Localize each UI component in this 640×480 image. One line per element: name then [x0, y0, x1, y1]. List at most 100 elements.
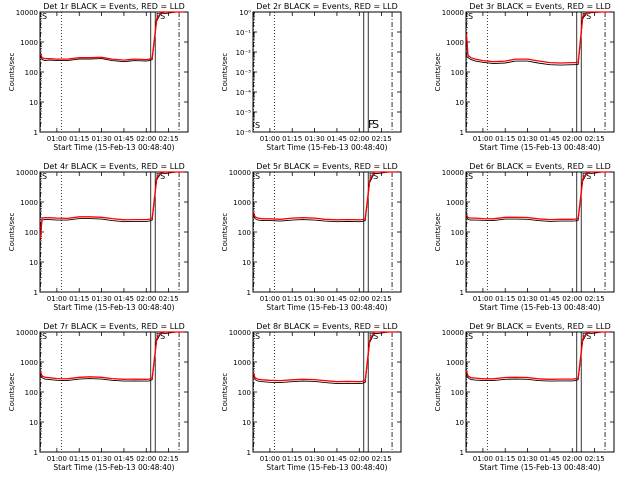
y-tick-label: 100 — [25, 229, 38, 237]
x-tick-label: 01:15 — [69, 295, 89, 303]
y-axis-label: Counts/sec — [221, 213, 229, 252]
y-tick-label: 1000 — [20, 39, 38, 47]
x-tick-label: 02:00 — [562, 135, 582, 143]
corner-marker-left: S — [468, 172, 473, 181]
x-tick-label: 01:00 — [47, 295, 67, 303]
x-tick-label: 01:45 — [540, 295, 560, 303]
plot-frame — [252, 171, 402, 293]
y-tick-label: 10 — [455, 99, 464, 107]
y-tick-label: 1 — [460, 129, 464, 137]
corner-marker-left: S — [255, 332, 260, 341]
x-tick-label: 01:45 — [327, 135, 347, 143]
flare-marker-S: S — [160, 332, 165, 341]
flare-marker-F: F — [368, 118, 374, 131]
y-tick-label: 1000 — [20, 359, 38, 367]
x-tick-label: 02:15 — [585, 455, 605, 463]
y-axis-label: Counts/sec — [8, 213, 16, 252]
events-series-line — [40, 171, 184, 239]
panel-title: Det 7r BLACK = Events, RED = LLD — [43, 322, 185, 331]
y-tick-label: 10 — [455, 259, 464, 267]
y-tick-label: 100 — [451, 389, 464, 397]
x-axis-label: Start Time (15-Feb-13 00:48:40) — [266, 143, 387, 152]
flare-marker-S: S — [586, 12, 591, 21]
corner-marker-left: S — [42, 172, 47, 181]
y-tick-label: 1000 — [20, 199, 38, 207]
y-tick-label: 10000 — [16, 329, 38, 337]
corner-marker-left: S — [468, 12, 473, 21]
x-tick-label: 01:30 — [304, 455, 324, 463]
x-tick-label: 01:30 — [91, 295, 111, 303]
x-tick-label: 01:00 — [473, 135, 493, 143]
plot-frame — [465, 331, 615, 453]
y-tick-label: 100 — [25, 389, 38, 397]
plot-frame — [39, 11, 189, 133]
lld-series-line — [465, 11, 610, 64]
corner-marker-left: S — [255, 121, 260, 130]
panel-title: Det 6r BLACK = Events, RED = LLD — [469, 162, 611, 171]
y-tick-label: 1000 — [233, 199, 251, 207]
detector-panel: Det 6r BLACK = Events, RED = LLD 1 10 100 10… — [434, 162, 615, 312]
corner-marker-left: S — [255, 172, 260, 181]
y-tick-label: 1 — [247, 289, 251, 297]
x-tick-label: 01:00 — [473, 295, 493, 303]
x-tick-label: 02:15 — [585, 135, 605, 143]
x-tick-label: 01:45 — [327, 295, 347, 303]
lld-series-line — [39, 331, 184, 380]
events-series-line — [253, 171, 397, 223]
x-tick-label: 01:00 — [260, 135, 280, 143]
detector-panel: Det 5r BLACK = Events, RED = LLD 1 10 100 10… — [221, 162, 402, 312]
panel-title: Det 9r BLACK = Events, RED = LLD — [469, 322, 611, 331]
y-tick-label: 1000 — [233, 359, 251, 367]
detector-panel: Det 9r BLACK = Events, RED = LLD 1 10 100 10… — [434, 322, 615, 472]
corner-marker-left: S — [42, 12, 47, 21]
x-axis-label: Start Time (15-Feb-13 00:48:40) — [53, 303, 174, 312]
x-axis-label: Start Time (15-Feb-13 00:48:40) — [266, 463, 387, 472]
x-tick-label: 02:00 — [349, 455, 369, 463]
x-tick-label: 02:00 — [136, 135, 156, 143]
detector-panel: Det 4r BLACK = Events, RED = LLD 1 10 100 10… — [8, 162, 189, 312]
y-tick-label: 1 — [34, 449, 38, 457]
lld-series-line — [39, 11, 184, 61]
y-tick-label: 10 — [242, 419, 251, 427]
x-tick-label: 01:15 — [69, 135, 89, 143]
x-tick-label: 01:45 — [114, 135, 134, 143]
detector-panel: Det 8r BLACK = Events, RED = LLD 1 10 100 10… — [221, 322, 402, 472]
x-tick-label: 01:45 — [540, 135, 560, 143]
plot-frame — [465, 171, 615, 293]
x-tick-label: 01:15 — [282, 455, 302, 463]
flare-marker-S: S — [160, 172, 165, 181]
x-tick-label: 02:15 — [585, 295, 605, 303]
y-tick-label: 1 — [460, 449, 464, 457]
x-tick-label: 01:00 — [260, 455, 280, 463]
x-tick-label: 01:00 — [473, 455, 493, 463]
x-tick-label: 02:15 — [159, 455, 179, 463]
x-tick-label: 01:45 — [540, 455, 560, 463]
x-tick-label: 01:15 — [282, 295, 302, 303]
x-tick-label: 02:15 — [159, 295, 179, 303]
y-tick-label: 10⁻² — [236, 49, 252, 57]
y-tick-label: 10000 — [229, 169, 251, 177]
y-tick-label: 1 — [34, 129, 38, 137]
lld-series-line — [465, 331, 610, 380]
y-tick-label: 10 — [29, 99, 38, 107]
x-tick-label: 02:00 — [136, 455, 156, 463]
x-tick-label: 02:00 — [562, 455, 582, 463]
x-tick-label: 01:00 — [47, 455, 67, 463]
y-tick-label: 1000 — [446, 359, 464, 367]
x-tick-label: 02:15 — [372, 295, 392, 303]
y-tick-label: 10⁻⁵ — [236, 109, 252, 117]
y-axis-label: Counts/sec — [8, 53, 16, 92]
y-tick-label: 1000 — [446, 39, 464, 47]
x-tick-label: 01:00 — [47, 135, 67, 143]
y-tick-label: 10⁻³ — [236, 69, 252, 77]
y-tick-label: 10 — [29, 259, 38, 267]
y-axis-label: Counts/sec — [434, 213, 442, 252]
y-tick-label: 1000 — [446, 199, 464, 207]
lld-series-line — [252, 171, 397, 221]
y-tick-label: 1 — [247, 449, 251, 457]
y-axis-label: Counts/sec — [434, 373, 442, 412]
x-tick-label: 02:00 — [136, 295, 156, 303]
x-tick-label: 01:30 — [304, 135, 324, 143]
y-tick-label: 10⁻⁴ — [236, 89, 252, 97]
x-tick-label: 01:15 — [495, 455, 515, 463]
